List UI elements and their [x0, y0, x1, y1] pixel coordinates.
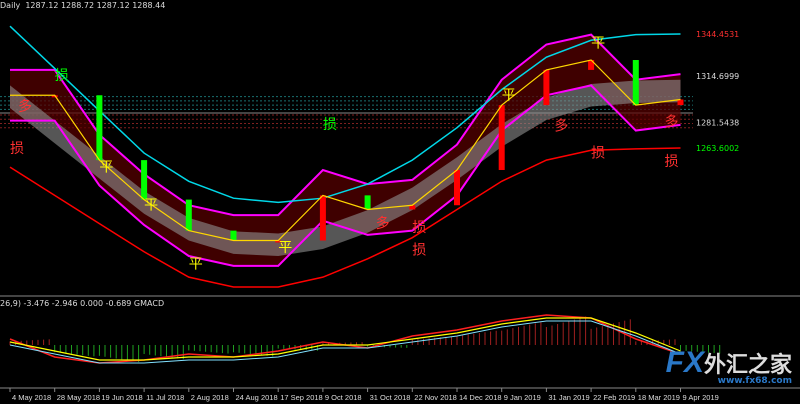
watermark-logo: FX外汇之家 www.fx68.com [665, 346, 792, 386]
signal-annotation: 平 [189, 257, 203, 273]
x-tick-label: 9 Oct 2018 [325, 393, 362, 402]
x-tick-label: 14 Dec 2018 [459, 393, 502, 402]
chart-header: Daily 1287.12 1288.72 1287.12 1288.44 [0, 1, 165, 10]
x-tick-label: 4 May 2018 [12, 393, 51, 402]
magenta-lower-band [10, 84, 681, 267]
x-tick-label: 18 Mar 2019 [638, 393, 680, 402]
price-label: 1314.6999 [696, 72, 739, 81]
x-tick-label: 22 Feb 2019 [593, 393, 635, 402]
magenta-upper-band [10, 33, 681, 217]
candle [677, 99, 684, 106]
candle [275, 240, 282, 243]
x-tick-label: 24 Aug 2018 [236, 393, 278, 402]
candle [185, 199, 192, 231]
candle [454, 169, 460, 206]
candle [409, 205, 416, 210]
signal-annotation: 平 [502, 87, 516, 103]
candle [588, 60, 595, 70]
close-line [10, 59, 681, 242]
x-tick-label: 19 Jun 2018 [101, 393, 142, 402]
signal-line-2 [9, 320, 681, 364]
candle [96, 95, 103, 161]
x-tick-label: 31 Jan 2019 [548, 393, 589, 402]
signal-annotation: 平 [591, 35, 605, 51]
signal-annotation: 多 [376, 215, 390, 232]
candle [632, 60, 639, 106]
channel-fill [10, 34, 681, 266]
ohlc-readout: 1287.12 1288.72 1287.12 1288.44 [25, 1, 166, 10]
red-band [9, 147, 681, 288]
signal-annotation: 损 [591, 145, 605, 161]
x-tick-label: 28 May 2018 [57, 393, 100, 402]
x-tick-label: 9 Jan 2019 [504, 393, 541, 402]
signal-annotation: 多 [554, 118, 568, 135]
candle [319, 195, 326, 241]
signal-annotation: 损 [323, 117, 337, 133]
signal-annotation: 多 [665, 113, 679, 130]
signal-annotation: 平 [99, 159, 113, 175]
signal-annotation: 损 [412, 243, 426, 259]
price-label: 1281.5438 [696, 119, 739, 128]
signal-annotation: 多 [18, 98, 32, 115]
indicator-header: 26,9) -3.476 -2.946 0.000 -0.689 GMACD [0, 299, 165, 308]
signal-annotation: 损 [665, 154, 679, 170]
candle [141, 160, 148, 200]
x-tick-label: 9 Apr 2019 [683, 393, 719, 402]
price-label: 1344.4531 [696, 30, 739, 39]
signal-annotation: 平 [144, 197, 158, 213]
candle [364, 195, 371, 210]
cyan-band [9, 25, 681, 204]
x-tick-label: 2 Aug 2018 [191, 393, 229, 402]
candle [498, 105, 505, 170]
timeframe-label: Daily [0, 1, 21, 10]
x-tick-label: 17 Sep 2018 [280, 393, 323, 402]
x-tick-label: 22 Nov 2018 [414, 393, 457, 402]
x-tick-label: 11 Jul 2018 [146, 393, 184, 402]
candle [230, 230, 237, 241]
signal-line [9, 317, 681, 361]
candle [543, 69, 550, 106]
gray-band [10, 79, 681, 257]
signal-annotation: 损 [412, 220, 426, 236]
price-label: 1263.6002 [696, 144, 739, 153]
signal-annotation: 平 [278, 240, 292, 256]
signal-annotation: 损 [55, 68, 69, 84]
x-tick-label: 31 Oct 2018 [370, 393, 411, 402]
signal-annotation: 损 [10, 141, 24, 157]
